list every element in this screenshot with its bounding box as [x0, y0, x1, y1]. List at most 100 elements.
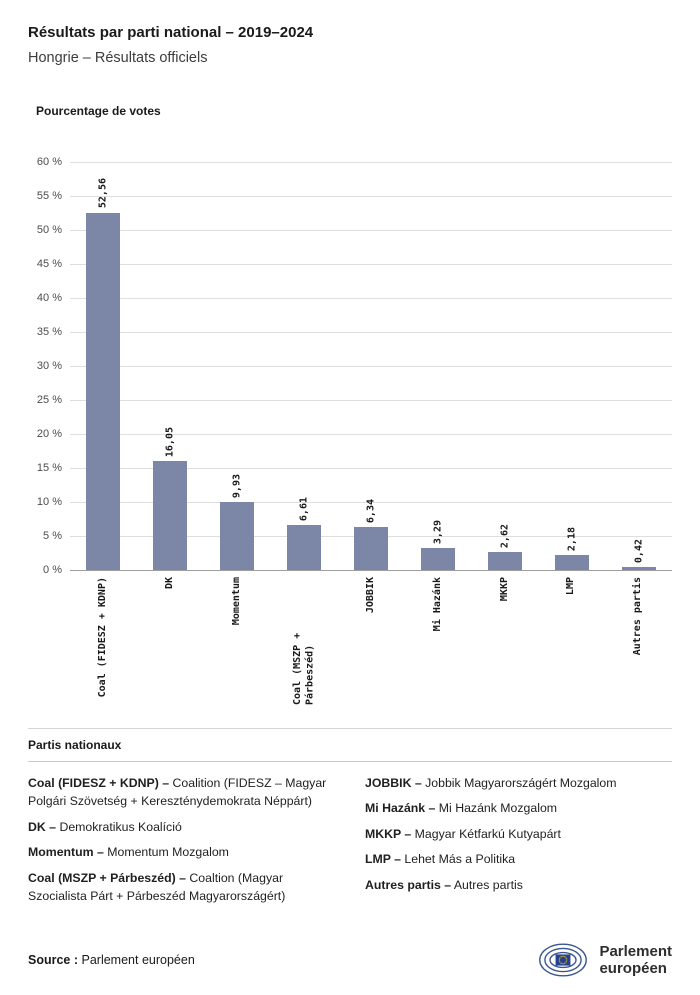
legend-heading: Partis nationaux	[28, 738, 672, 762]
bar	[420, 547, 455, 570]
legend-definition: Momentum Mozgalom	[103, 845, 229, 860]
bar-category-label: JOBBIK	[364, 577, 376, 614]
y-tick-label: 20 %	[36, 428, 62, 440]
bar	[287, 525, 322, 570]
legend-column: JOBBIK – Jobbik Magyarországért Mozgalom…	[365, 774, 672, 913]
x-axis-label-cell: Mi Hazánk	[404, 570, 471, 712]
bar-category-label: MKKP	[498, 577, 510, 602]
legend-term: Coal (MSZP + Párbeszéd) –	[28, 870, 186, 885]
source-label: Source :	[28, 953, 79, 967]
bar-value-label: 6,34	[365, 498, 377, 523]
page-title: Résultats par parti national – 2019–2024	[28, 24, 314, 41]
legend-term: JOBBIK –	[365, 776, 422, 790]
bar-category-label: Coal (FIDESZ + KDNP)	[97, 577, 109, 698]
legend-item: DK – Demokratikus Koalíció	[28, 818, 335, 836]
legend-term: Coal (FIDESZ + KDNP) –	[28, 776, 170, 790]
eu-flag-icon	[556, 954, 571, 966]
bar	[354, 526, 388, 570]
legend-item: LMP – Lehet Más a Politika	[365, 850, 672, 868]
bar-value-label: 6,61	[298, 496, 310, 522]
bar-value-label: 16,05	[164, 426, 176, 457]
x-axis-label-cell: Coal (MSZP + Párbeszéd)	[271, 570, 338, 712]
y-tick-label: 25 %	[36, 394, 62, 406]
bar-category-label: Momentum	[230, 577, 242, 626]
european-parliament-logo: Parlement européen	[537, 941, 672, 979]
legend-term: Autres partis –	[365, 877, 452, 892]
legend-definition: Autres partis	[451, 877, 523, 892]
plot-area: 52,56 16,05 9,93 6,61 6,34 3,29 2,62 2,18 0,42	[70, 162, 672, 571]
y-tick-label: 0 %	[43, 564, 62, 576]
logo-line1: Parlement	[599, 942, 672, 960]
bar-value-label: 52,56	[97, 178, 109, 209]
legend-term: MKKP –	[365, 826, 412, 841]
legend-section: Partis nationaux Coal (FIDESZ + KDNP) – …	[28, 728, 672, 913]
y-tick-label: 5 %	[43, 530, 62, 542]
bar	[621, 567, 656, 570]
hemicycle-logo-icon	[539, 943, 588, 977]
legend-columns: Coal (FIDESZ + KDNP) – Coalition (FIDESZ…	[28, 774, 672, 913]
x-axis-label-cell: Autres partis	[605, 570, 672, 712]
legend-definition: Jobbik Magyarországért Mozgalom	[421, 776, 617, 790]
bar-column: 9,93	[204, 162, 271, 570]
legend-column: Coal (FIDESZ + KDNP) – Coalition (FIDESZ…	[28, 774, 335, 913]
legend-definition: Coalition (FIDESZ – Magyar Polgári Szöve…	[28, 776, 327, 809]
x-axis-label-cell: DK	[137, 570, 204, 712]
legend-term: DK –	[28, 819, 57, 834]
x-axis-label-cell: Coal (FIDESZ + KDNP)	[70, 570, 137, 712]
logo-line2: européen	[599, 960, 667, 977]
bar	[153, 460, 188, 570]
x-axis-label-cell: Momentum	[204, 570, 271, 712]
grid-line	[70, 298, 672, 299]
legend-item: Coal (FIDESZ + KDNP) – Coalition (FIDESZ…	[28, 774, 335, 811]
bar-column: 52,56	[70, 162, 137, 570]
x-axis-label-cell: LMP	[538, 570, 605, 712]
y-tick-label: 60 %	[36, 156, 62, 168]
bar	[487, 552, 522, 570]
bar-category-label: DK	[164, 577, 176, 590]
y-tick-label: 45 %	[36, 258, 62, 270]
bar-column: 2,18	[538, 162, 605, 570]
grid-line	[70, 570, 672, 571]
legend-definition: Magyar Kétfarkú Kutyapárt	[411, 826, 561, 841]
bar	[86, 212, 121, 570]
bar	[220, 502, 255, 570]
grid-line	[70, 264, 672, 265]
grid-line	[70, 434, 672, 435]
bar-column: 16,05	[137, 162, 204, 570]
source-line: Source : Parlement européen	[28, 953, 195, 967]
legend-item: JOBBIK – Jobbik Magyarországért Mozgalom	[365, 774, 672, 792]
grid-line	[70, 196, 672, 197]
bar-value-label: 3,29	[432, 519, 444, 544]
source-value: Parlement européen	[81, 953, 195, 967]
bar-value-label: 0,42	[633, 539, 645, 564]
grid-line	[70, 502, 672, 503]
bar-value-label: 2,18	[566, 527, 578, 552]
grid-line	[70, 230, 672, 231]
bar-category-label: LMP	[565, 577, 577, 596]
y-tick-label: 55 %	[36, 190, 62, 202]
legend-definition: Demokratikus Koalíció	[56, 819, 182, 834]
grid-line	[70, 400, 672, 401]
legend-definition: Mi Hazánk Mozgalom	[435, 801, 558, 816]
page-subtitle: Hongrie – Résultats officiels	[28, 50, 208, 66]
legend-item: Momentum – Momentum Mozgalom	[28, 843, 335, 861]
grid-line	[70, 366, 672, 367]
legend-item: MKKP – Magyar Kétfarkú Kutyapárt	[365, 825, 672, 843]
bar-category-label: Mi Hazánk	[431, 577, 443, 632]
legend-item: Autres partis – Autres partis	[365, 876, 672, 894]
grid-line	[70, 332, 672, 333]
y-tick-label: 30 %	[36, 360, 62, 372]
y-tick-label: 10 %	[36, 496, 62, 508]
legend-item: Mi Hazánk – Mi Hazánk Mozgalom	[365, 799, 672, 817]
bar-column: 2,62	[471, 162, 538, 570]
x-axis-labels: Coal (FIDESZ + KDNP) DK Momentum Coal (MSZP…	[28, 570, 672, 712]
x-axis-label-cell: MKKP	[471, 570, 538, 712]
legend-definition: Lehet Más a Politika	[401, 852, 516, 867]
legend-term: LMP –	[365, 852, 401, 867]
footer: Source : Parlement européen	[28, 941, 672, 995]
bars-container: 52,56 16,05 9,93 6,61 6,34 3,29 2,62 2,18 0,42	[70, 162, 672, 570]
y-tick-label: 15 %	[36, 462, 62, 474]
legend-definition: Coaltion (Magyar Szocialista Párt + Párb…	[28, 870, 286, 904]
logo-text: Parlement européen	[599, 943, 672, 978]
bar-column: 0,42	[605, 162, 672, 570]
